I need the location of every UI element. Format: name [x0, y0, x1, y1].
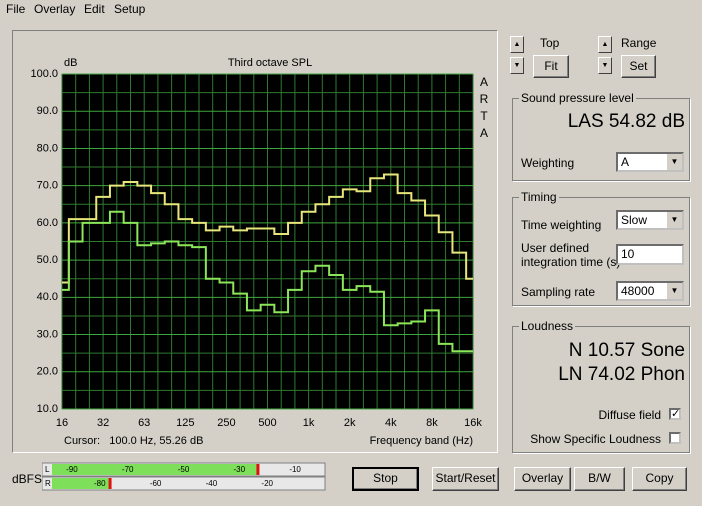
- cursor-readout: Cursor: 100.0 Hz, 55.26 dB: [64, 435, 203, 447]
- label: User defined: [521, 241, 590, 255]
- stop-button[interactable]: Stop: [352, 467, 419, 491]
- meter-level: [52, 464, 258, 475]
- weighting-select[interactable]: A ▼: [616, 152, 684, 172]
- meter-tick-label: -10: [289, 465, 301, 474]
- meter-peak: [256, 464, 260, 475]
- x-tick-label: 32: [97, 417, 109, 429]
- chart-frame: [12, 30, 498, 453]
- label: Sampling rate: [521, 285, 596, 299]
- data-line: [62, 210, 473, 353]
- y-axis-label: dB: [64, 57, 77, 69]
- data-line: [62, 173, 473, 284]
- level-meter: L -90 -70 -50 -30 -10 R -80 -60 -40 -20: [42, 462, 326, 491]
- meter-level: [52, 478, 110, 489]
- select-value: A: [621, 155, 630, 169]
- group-title: Sound pressure level: [519, 91, 636, 105]
- input-value: 10: [621, 247, 635, 261]
- x-tick-label: 125: [176, 417, 194, 429]
- checkbox[interactable]: ✓: [669, 408, 681, 420]
- integration-input[interactable]: 10: [616, 244, 684, 265]
- sampling-select[interactable]: 48000 ▼: [616, 281, 684, 301]
- y-tick-label: 60.0: [37, 217, 58, 229]
- x-axis-label: Frequency band (Hz): [370, 435, 473, 447]
- menu-item[interactable]: Edit: [84, 2, 105, 16]
- time-weighting-select[interactable]: Slow ▼: [616, 210, 684, 230]
- loudness-group: Loudness N 10.57 Sone LN 74.02 Phon Diff…: [512, 319, 690, 453]
- channel-label: R: [45, 479, 51, 488]
- spin-down[interactable]: ▼: [598, 57, 612, 74]
- chart-title: Third octave SPL: [228, 57, 312, 69]
- label: Top: [540, 36, 560, 50]
- fit-button[interactable]: Fit: [533, 55, 569, 78]
- label: Range: [621, 36, 657, 50]
- meter-tick-label: -40: [206, 479, 218, 488]
- meter-tick-label: -60: [150, 479, 162, 488]
- x-tick-label: 63: [138, 417, 150, 429]
- y-tick-label: 100.0: [30, 68, 58, 80]
- meter-tick-label: -20: [261, 479, 273, 488]
- x-tick-label: 250: [217, 417, 235, 429]
- checkbox[interactable]: [669, 432, 681, 444]
- label: Show Specific Loudness: [530, 432, 661, 446]
- meter-peak: [108, 478, 112, 489]
- select-value: Slow: [621, 213, 648, 227]
- bw-button[interactable]: B/W: [574, 467, 625, 491]
- y-tick-label: 80.0: [37, 142, 58, 154]
- label: Diffuse field: [598, 408, 661, 422]
- group-title: Loudness: [519, 319, 576, 333]
- spin-down[interactable]: ▼: [510, 57, 524, 74]
- spin-up[interactable]: ▲: [510, 36, 524, 53]
- set-button[interactable]: Set: [621, 55, 656, 78]
- x-tick-label: 2k: [344, 417, 356, 429]
- meter-tick-label: -50: [178, 465, 190, 474]
- x-tick-label: 4k: [385, 417, 397, 429]
- label: integration time (s): [521, 255, 621, 269]
- x-tick-label: 8k: [426, 417, 438, 429]
- side-label: ARTA: [477, 75, 491, 143]
- spl-reading: LAS 54.82 dB: [567, 111, 685, 132]
- meter-tick-label: -80: [94, 479, 106, 488]
- label: Time weighting: [521, 218, 602, 232]
- x-tick-label: 16k: [464, 417, 482, 429]
- label: Weighting: [521, 156, 575, 170]
- meter-tick-label: -90: [66, 465, 78, 474]
- start-reset-button[interactable]: Start/Reset: [432, 467, 499, 491]
- dropdown-arrow: ▼: [666, 283, 682, 299]
- loudness-n: N 10.57 Sone: [568, 340, 685, 361]
- y-tick-label: 20.0: [37, 366, 58, 378]
- group-title: Timing: [519, 190, 559, 204]
- select-value: 48000: [621, 284, 655, 298]
- y-tick-label: 40.0: [37, 291, 58, 303]
- menu-item[interactable]: Setup: [114, 2, 146, 16]
- meter-track: [42, 476, 326, 491]
- loudness-ln: LN 74.02 Phon: [558, 364, 685, 385]
- dropdown-arrow: ▼: [666, 212, 682, 228]
- dropdown-arrow: ▼: [666, 154, 682, 170]
- y-tick-label: 50.0: [37, 254, 58, 266]
- meter-tick-label: -30: [234, 465, 246, 474]
- spl-group: Sound pressure level LAS 54.82 dB Weight…: [512, 91, 690, 181]
- x-tick-label: 1k: [303, 417, 315, 429]
- channel-label: L: [45, 465, 50, 474]
- meter-label: dBFS: [12, 472, 43, 486]
- y-tick-label: 30.0: [37, 328, 58, 340]
- x-tick-label: 500: [258, 417, 276, 429]
- y-tick-label: 10.0: [37, 403, 58, 415]
- menu-item[interactable]: Overlay: [34, 2, 76, 16]
- y-tick-label: 70.0: [37, 180, 58, 192]
- meter-tick-label: -70: [122, 465, 134, 474]
- copy-button[interactable]: Copy: [632, 467, 687, 491]
- timing-group: Timing Time weighting Slow ▼ User defined…: [512, 190, 690, 306]
- x-tick-label: 16: [56, 417, 68, 429]
- overlay-button[interactable]: Overlay: [514, 467, 571, 491]
- spin-up[interactable]: ▲: [598, 36, 612, 53]
- menu-item[interactable]: File: [6, 2, 26, 16]
- y-tick-label: 90.0: [37, 105, 58, 117]
